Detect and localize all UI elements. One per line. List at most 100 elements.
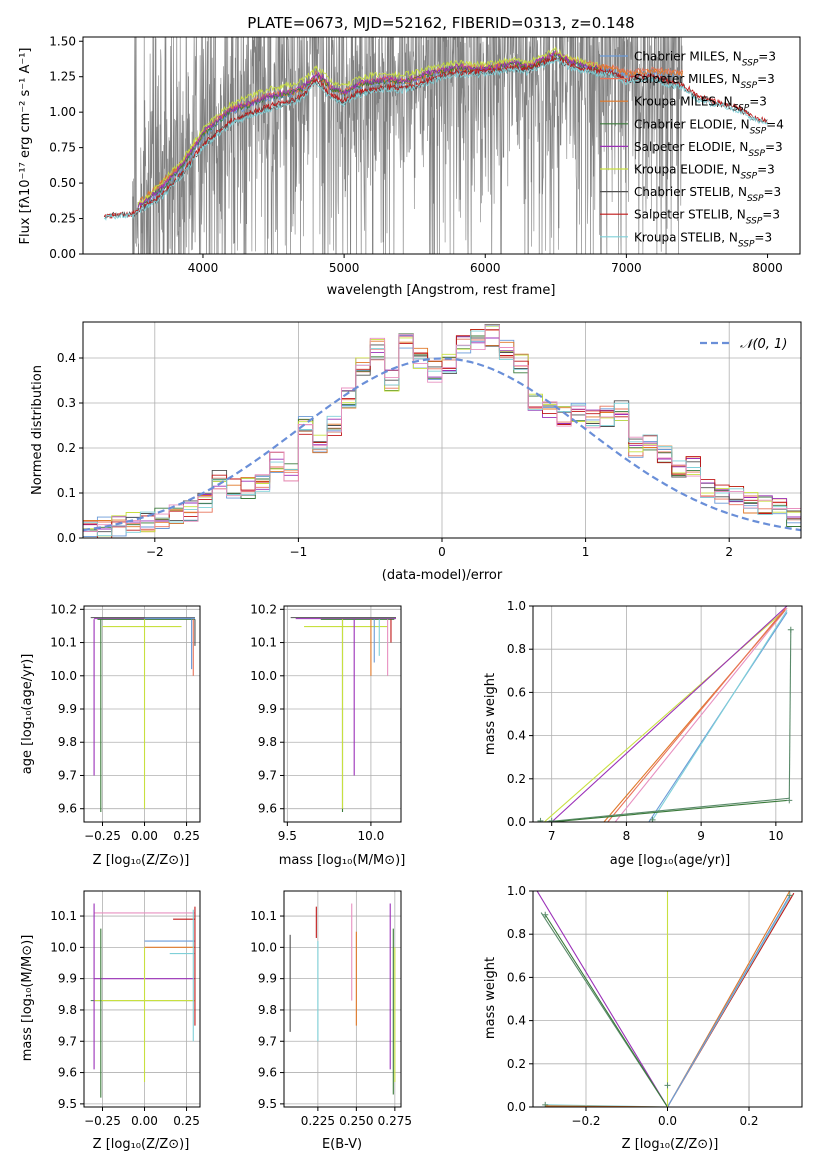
y-tick-label: 9.6 xyxy=(58,1066,77,1080)
mass-vs-ebv-panel: 0.225 0.250 0.275 9.5 9.6 9.7 9.8 9.9 10.0 10.1 xyxy=(250,890,412,1128)
panel-axes-frame xyxy=(83,890,201,1108)
weight-vs-z-x-label: Z [log₁₀(Z/Z⊙)] xyxy=(622,1137,719,1152)
weight-marker xyxy=(537,817,544,822)
y-tick-label: 0.75 xyxy=(49,141,76,155)
y-tick-label: 0.3 xyxy=(57,396,76,410)
legend-label: Kroupa ELODIE, NSSP=3 xyxy=(634,163,775,182)
x-tick-label: 0.2 xyxy=(739,1114,758,1128)
weight-vs-age-y-label: mass weight xyxy=(483,673,498,755)
y-tick-label: 10.1 xyxy=(250,909,277,923)
panel-axes-frame xyxy=(283,605,402,823)
y-tick-label: 0.8 xyxy=(507,642,526,656)
weight-line xyxy=(536,891,668,1107)
y-tick-label: 0.6 xyxy=(507,970,526,984)
weight-marker xyxy=(787,626,794,633)
y-tick-label: 9.7 xyxy=(58,1034,77,1048)
y-tick-label: 1.50 xyxy=(49,34,76,48)
x-tick-label: 7000 xyxy=(611,261,642,275)
y-tick-label: 1.0 xyxy=(507,599,526,613)
model-spectrum-line-6 xyxy=(137,46,599,205)
y-tick-label: 0.2 xyxy=(57,441,76,455)
y-tick-label: 9.5 xyxy=(58,1097,77,1111)
weight-vs-metallicity-panel: −0.2 0.0 0.2 0.0 0.2 0.4 0.6 0.8 1.0 xyxy=(507,884,803,1128)
y-tick-label: 9.9 xyxy=(58,702,77,716)
residual-histogram-panel: −2 −1 0 1 2 0.0 0.1 0.2 0.3 0.4 (data-model)/err… xyxy=(30,321,802,583)
y-tick-label: 0.4 xyxy=(57,351,76,365)
weight-line xyxy=(614,607,788,822)
histogram-step-series-10 xyxy=(82,324,801,538)
legend-label: Chabrier STELIB, NSSP=3 xyxy=(634,185,781,204)
spectrum-series-group xyxy=(103,37,768,254)
y-tick-label: 0.0 xyxy=(57,531,76,545)
y-tick-label: 9.8 xyxy=(58,735,77,749)
weight-marker xyxy=(786,797,793,804)
y-tick-label: 9.9 xyxy=(258,972,277,986)
weight-line xyxy=(544,797,790,822)
spectrum-y-ticks: 0.00 0.25 0.50 0.75 1.00 1.25 1.50 xyxy=(49,34,83,261)
x-tick-label: 0.0 xyxy=(658,1114,677,1128)
y-tick-label: 10.2 xyxy=(50,602,77,616)
y-tick-label: 9.8 xyxy=(258,735,277,749)
mass-vs-z-x-label: Z [log₁₀(Z/Z⊙)] xyxy=(93,1137,190,1152)
spectrum-y-label: Flux [fλ10⁻¹⁷ erg cm⁻² s⁻¹ A⁻¹] xyxy=(18,48,33,245)
weight-vs-z-y-label: mass weight xyxy=(483,957,498,1039)
x-tick-label: 0.00 xyxy=(131,1114,158,1128)
panel-marks xyxy=(90,903,196,1098)
y-tick-label: 0.25 xyxy=(49,212,76,226)
x-tick-label: −0.2 xyxy=(571,1114,600,1128)
panel-marks xyxy=(536,891,795,1107)
age-vs-metallicity-panel: −0.25 0.00 0.25 9.6 9.7 9.8 9.9 10.0 10.1 10.2 xyxy=(50,602,201,843)
panel-axes-frame xyxy=(83,605,201,823)
y-tick-label: 9.7 xyxy=(258,768,277,782)
weight-line xyxy=(667,895,791,1107)
y-tick-label: 1.25 xyxy=(49,70,76,84)
y-tick-label: 0.1 xyxy=(57,486,76,500)
weight-marker xyxy=(786,892,793,899)
spectrum-x-label: wavelength [Angstrom, rest frame] xyxy=(327,283,556,298)
y-tick-label: 0.00 xyxy=(49,247,76,261)
y-tick-label: 10.0 xyxy=(50,669,77,683)
age-vs-z-x-label: Z [log₁₀(Z/Z⊙)] xyxy=(93,853,190,868)
model-spectrum-line-9 xyxy=(103,57,768,221)
y-tick-label: 9.5 xyxy=(258,1097,277,1111)
y-tick-label: 9.8 xyxy=(258,1003,277,1017)
y-tick-label: 9.6 xyxy=(258,1066,277,1080)
y-tick-label: 9.6 xyxy=(258,802,277,816)
y-tick-label: 9.9 xyxy=(58,972,77,986)
y-tick-label: 10.1 xyxy=(50,636,77,650)
x-tick-label: 0.25 xyxy=(173,1114,200,1128)
y-tick-label: 1.0 xyxy=(507,884,526,898)
y-tick-label: 0.2 xyxy=(507,772,526,786)
spectrum-plot-area xyxy=(103,37,768,254)
legend-label: Salpeter STELIB, NSSP=3 xyxy=(634,208,780,227)
normal-distribution-curve xyxy=(82,357,802,532)
y-tick-label: 10.0 xyxy=(250,940,277,954)
y-tick-label: 0.4 xyxy=(507,1014,526,1028)
y-tick-label: 1.00 xyxy=(49,105,76,119)
panel-marks xyxy=(290,617,396,813)
histogram-x-label: (data-model)/error xyxy=(382,568,503,583)
spectrum-x-ticks: 4000 5000 6000 7000 8000 xyxy=(188,254,783,275)
y-tick-label: 0.4 xyxy=(507,729,526,743)
y-tick-label: 0.8 xyxy=(507,927,526,941)
x-tick-label: 10.0 xyxy=(358,829,385,843)
y-tick-label: 10.2 xyxy=(250,602,277,616)
y-tick-label: 0.6 xyxy=(507,685,526,699)
y-tick-label: 0.50 xyxy=(49,176,76,190)
weight-marker xyxy=(542,911,549,918)
x-tick-label: 0.25 xyxy=(173,829,200,843)
spectrum-title: PLATE=0673, MJD=52162, FIBERID=0313, z=0… xyxy=(247,14,634,32)
x-tick-label: −1 xyxy=(290,545,308,559)
spectrum-axes-frame xyxy=(82,36,801,255)
weight-marker xyxy=(548,817,555,822)
mass-vs-metallicity-panel: −0.25 0.00 0.25 9.5 9.6 9.7 9.8 9.9 10.0 10.1 xyxy=(50,890,201,1128)
histogram-plot-area xyxy=(82,323,802,539)
x-tick-label: 8 xyxy=(623,829,631,843)
y-tick-label: 10.1 xyxy=(50,909,77,923)
spectrum-panel: PLATE=0673, MJD=52162, FIBERID=0313, z=0… xyxy=(18,14,801,298)
age-vs-mass-panel: 9.5 10.0 9.6 9.7 9.8 9.9 10.0 10.1 10.2 xyxy=(250,602,402,843)
y-tick-label: 9.7 xyxy=(58,768,77,782)
weight-marker xyxy=(664,1082,671,1089)
